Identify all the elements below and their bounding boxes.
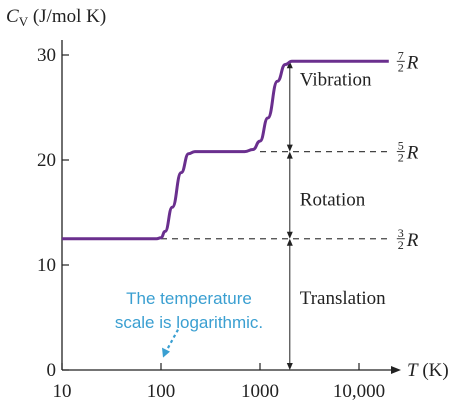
contribution-arrow-head-down [286, 231, 293, 239]
level-label-symbol: R [406, 230, 419, 251]
contribution-arrow-head-down [286, 144, 293, 152]
curve-layer [62, 59, 389, 241]
log-scale-note-line: scale is logarithmic. [115, 313, 263, 332]
level-label-denominator: 2 [398, 238, 404, 252]
level-label-numerator: 5 [398, 139, 404, 153]
level-lines: 32 R52 R72 R [161, 48, 419, 252]
level-label-symbol: R [406, 52, 419, 73]
band-labels: Vibration Rotation Translation [300, 69, 386, 308]
x-tick-label: 100 [147, 381, 176, 402]
contribution-arrows [286, 61, 293, 370]
level-label-numerator: 3 [398, 226, 404, 240]
level-label-symbol: R [406, 143, 419, 164]
cv-curve [62, 59, 389, 241]
level-label-denominator: 2 [398, 151, 404, 165]
y-tick-label: 10 [37, 255, 56, 276]
axes: CV (J/mol K) T (K) [6, 6, 449, 381]
contribution-arrow-head-up [286, 238, 293, 246]
x-axis-title: T (K) [407, 360, 449, 381]
log-scale-note: The temperature scale is logarithmic. [115, 289, 263, 358]
level-label-numerator: 7 [398, 48, 404, 62]
band-label-translation: Translation [300, 288, 386, 309]
x-tick-label: 10,000 [333, 381, 385, 402]
log-scale-note-line: The temperature [126, 289, 252, 308]
log-scale-note-arrowhead [162, 347, 170, 358]
band-label-vibration: Vibration [300, 69, 372, 90]
contribution-arrow-head-down [286, 363, 293, 370]
x-tick-label: 10 [53, 381, 72, 402]
y-tick-label: 30 [37, 45, 56, 66]
y-axis-title: CV (J/mol K) [6, 6, 106, 29]
x-tick-label: 1000 [241, 381, 279, 402]
y-tick-label: 20 [37, 150, 56, 171]
band-label-rotation: Rotation [300, 190, 366, 211]
contribution-arrow-head-up [286, 151, 293, 159]
x-axis-arrowhead [391, 366, 401, 374]
y-tick-label: 0 [47, 360, 57, 381]
contribution-arrow-head-up [286, 61, 293, 69]
level-label-denominator: 2 [398, 60, 404, 74]
log-scale-note-arrow [165, 329, 179, 353]
